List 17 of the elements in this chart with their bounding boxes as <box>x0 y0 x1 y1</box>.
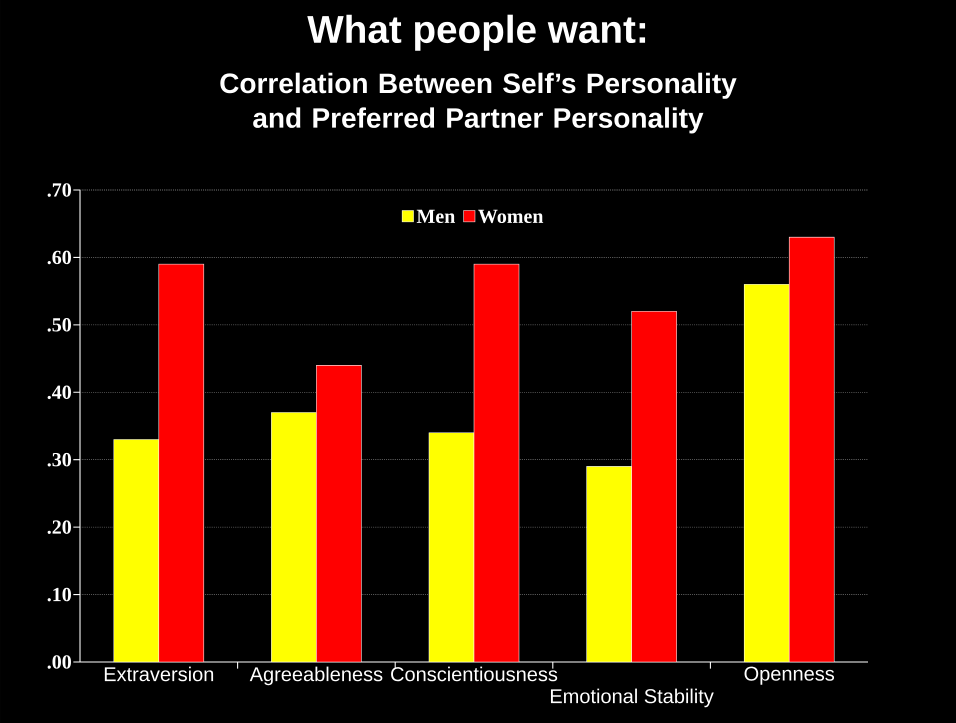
y-tick-label: .70 <box>48 183 71 197</box>
chart-title: What people want: <box>307 14 646 51</box>
x-tick-label: Emotional Stability <box>550 688 714 708</box>
y-tick-label: .50 <box>48 318 71 332</box>
x-tick-label: Openness <box>744 666 834 685</box>
x-tick-label: Conscientiousness <box>391 666 558 682</box>
y-tick-label: .20 <box>48 520 71 534</box>
y-tick-label: .30 <box>48 452 71 467</box>
y-tick-label: .60 <box>48 250 71 264</box>
x-tick-label: Extraversion <box>104 666 214 682</box>
y-tick-label: .00 <box>48 655 71 669</box>
y-tick-label: .10 <box>48 588 71 602</box>
legend-label: Women <box>478 210 544 224</box>
x-tick-label: Agreeableness <box>250 666 382 686</box>
y-tick-label: .40 <box>48 385 71 400</box>
chart-subtitle: Correlation Between Self’s Personality and Preferred Partner Personality <box>220 72 737 134</box>
legend-label: Men <box>416 210 456 224</box>
